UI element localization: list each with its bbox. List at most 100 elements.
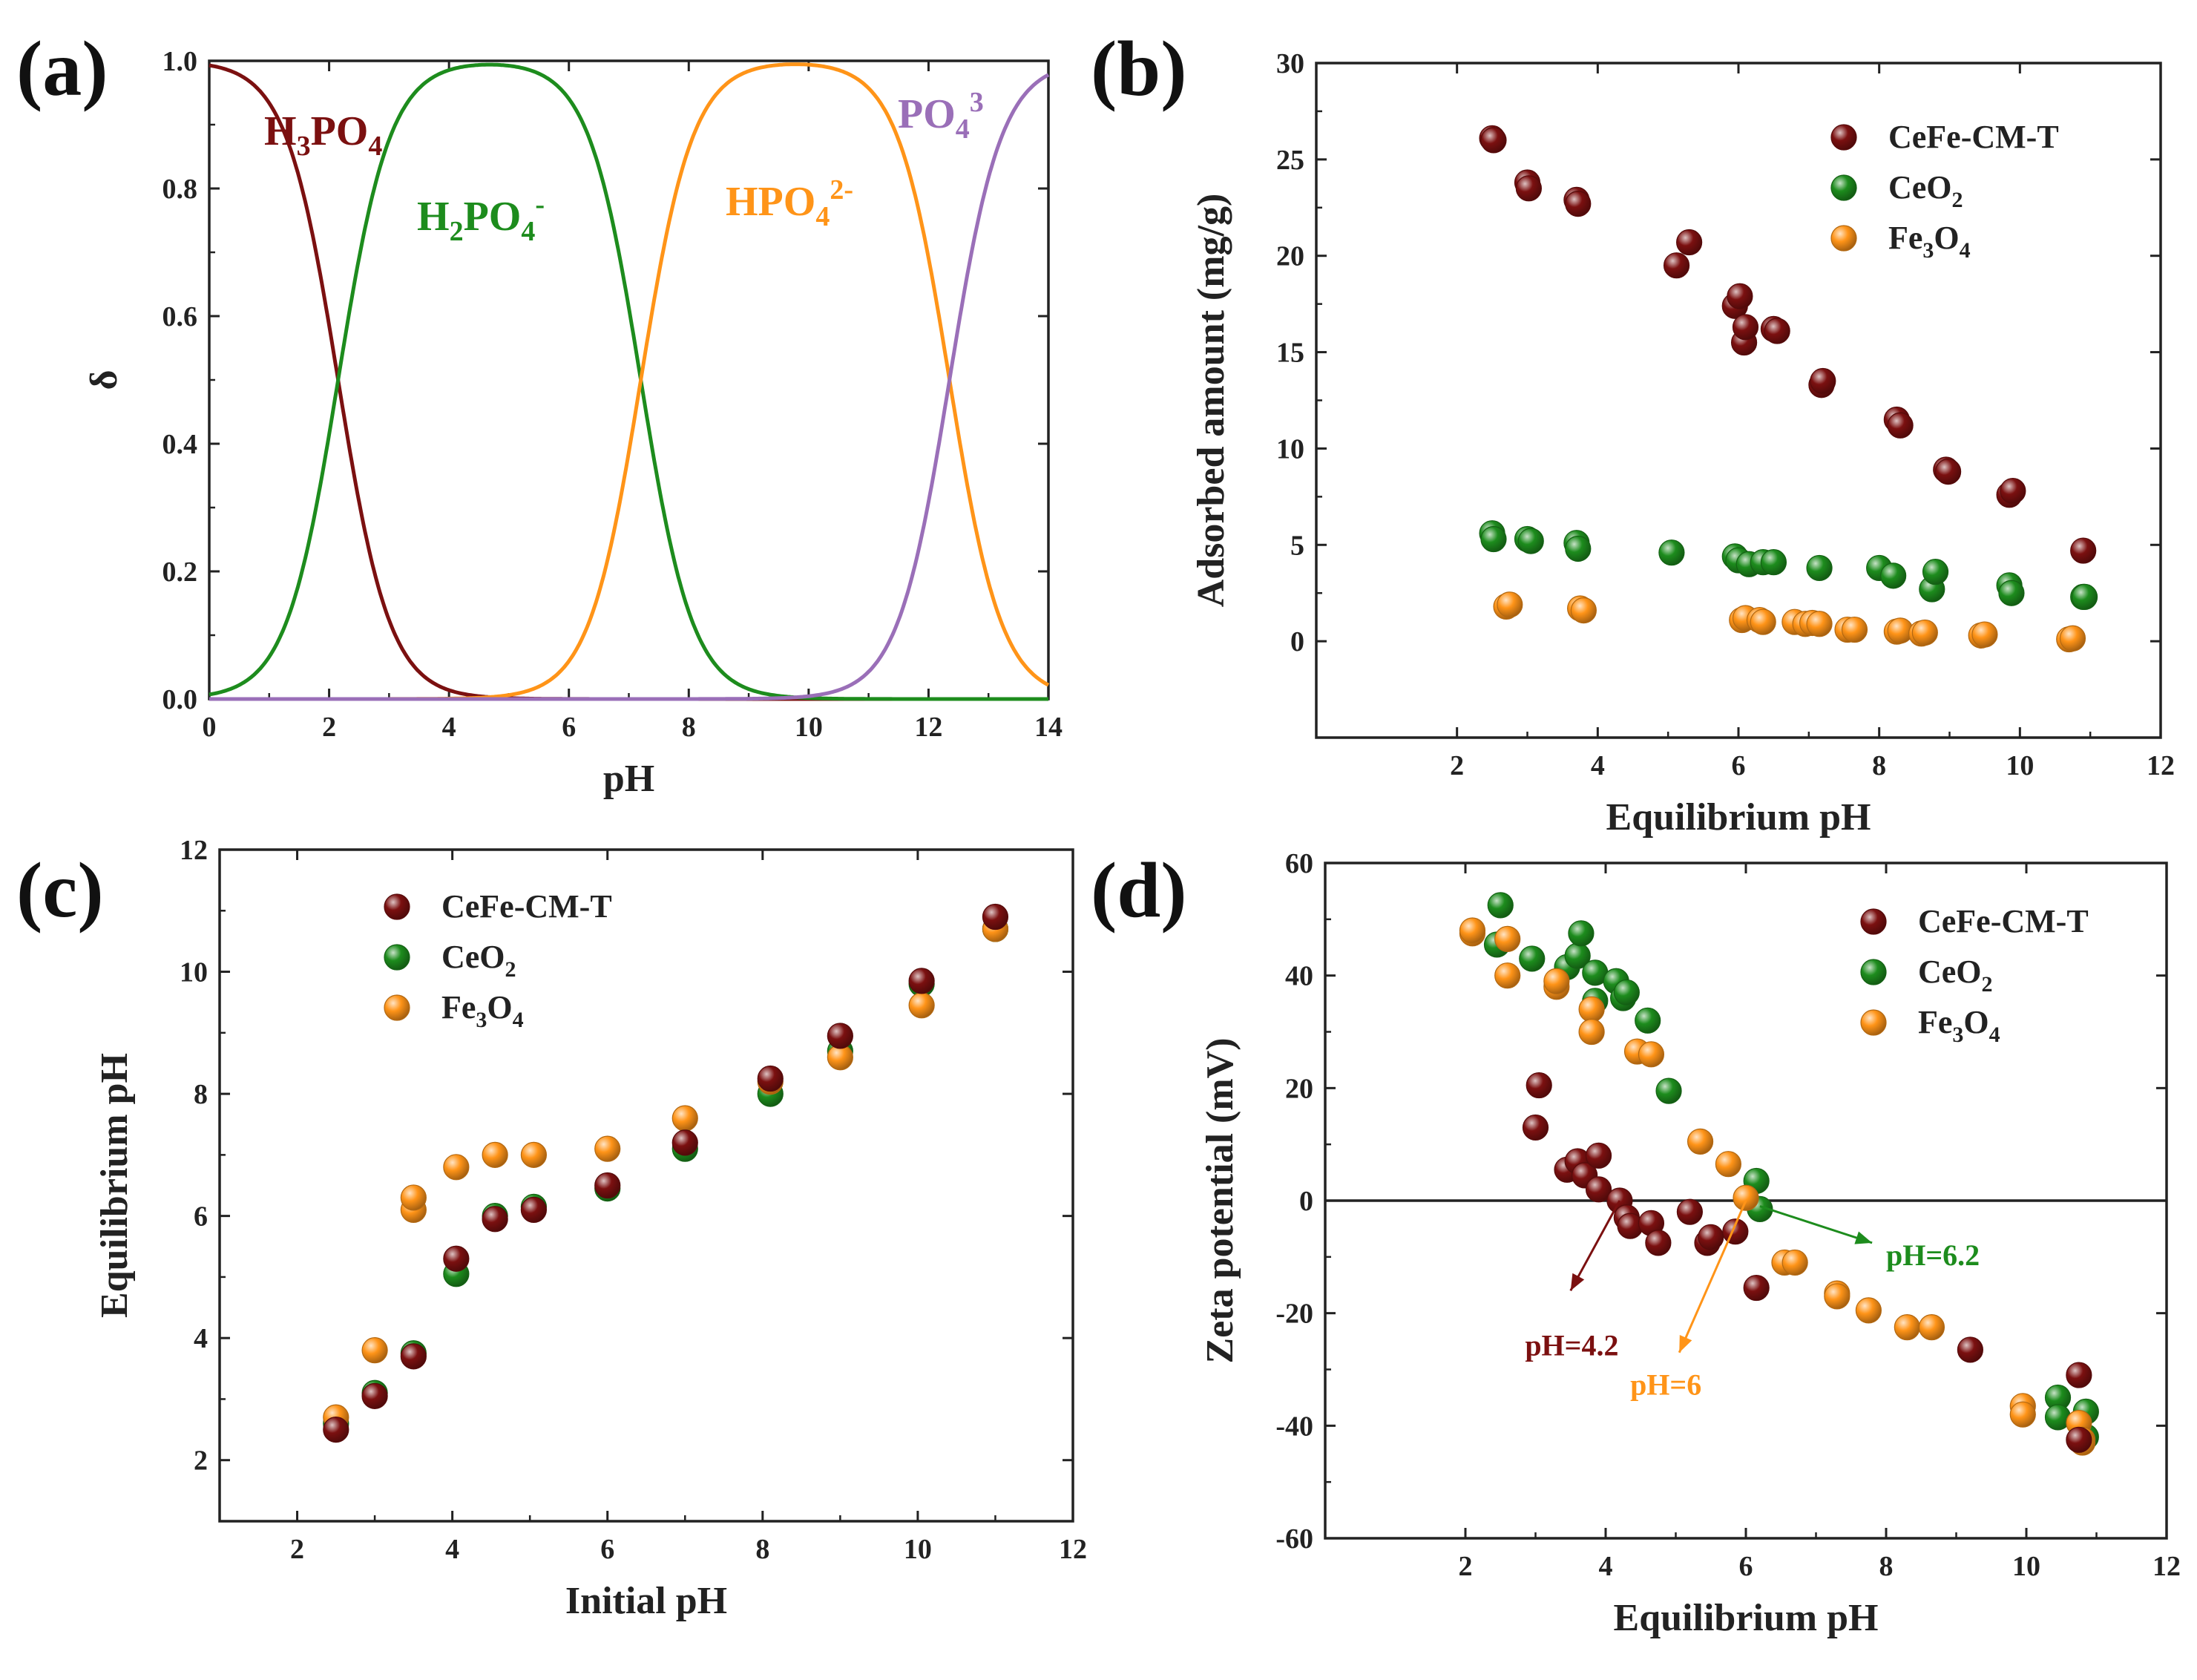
x-axis-label: pH <box>603 758 654 800</box>
legend-subscript: 2 <box>505 957 516 982</box>
y-tick-label: 0.6 <box>162 301 198 332</box>
legend-text-main: Fe <box>1918 1004 1952 1040</box>
data-point <box>1841 616 1868 643</box>
data-point <box>384 893 410 920</box>
annotation-arrowhead <box>1854 1231 1873 1244</box>
legend: CeFe-CM-T CeO2 Fe3O4 <box>384 888 612 1032</box>
y-tick-label: 1.0 <box>162 46 198 77</box>
data-point <box>1526 1072 1552 1099</box>
data-point <box>384 994 410 1021</box>
data-point <box>1727 283 1753 309</box>
x-tick-label: 6 <box>562 712 576 743</box>
legend-text-main: Fe <box>441 989 476 1026</box>
legend-text-main: CeO <box>441 939 505 975</box>
data-point <box>361 1382 388 1409</box>
legend-subscript: 4 <box>1989 1023 2000 1047</box>
legend-entry: CeO2 <box>1888 169 1963 212</box>
species-subscript: 4 <box>815 201 830 232</box>
plot-frame <box>1315 62 2162 739</box>
data-point <box>1676 229 1703 256</box>
data-point <box>1459 917 1486 944</box>
annotation-arrow <box>1678 1200 1747 1353</box>
data-point <box>1515 175 1542 202</box>
legend-subscript: 4 <box>1960 238 1971 263</box>
x-tick-label: 2 <box>1459 1551 1473 1582</box>
species-superscript: 2- <box>830 174 853 206</box>
y-tick-label: 40 <box>1285 961 1313 992</box>
x-tick-label: 6 <box>1732 750 1746 781</box>
series-ceo2 <box>1479 520 2098 611</box>
legend-subscript: 4 <box>513 1008 524 1032</box>
data-point <box>482 1141 508 1168</box>
x-tick-label: 12 <box>914 712 942 743</box>
panel-label: (b) <box>1091 25 1187 112</box>
data-point <box>1824 1283 1850 1310</box>
y-axis-label: Zeta potential (mV) <box>1199 1037 1241 1363</box>
data-point <box>908 968 935 994</box>
data-point <box>982 903 1009 931</box>
y-axis-label: δ <box>83 370 125 390</box>
y-tick-label: 5 <box>1290 530 1304 561</box>
curve-po4-3- <box>209 73 1050 701</box>
data-point <box>1750 608 1776 635</box>
y-axis-label: Adsorbed amount (mg/g) <box>1190 194 1232 608</box>
legend-subscript: 2 <box>1982 972 1993 997</box>
data-point <box>1663 252 1690 279</box>
data-point <box>671 1105 698 1132</box>
panel-label: (a) <box>16 25 108 112</box>
y-tick-label: 10 <box>1276 433 1304 465</box>
x-tick-label: 0 <box>203 712 217 743</box>
y-tick-label: 0 <box>1299 1186 1313 1217</box>
curve-h2po4- <box>208 62 1048 701</box>
data-point <box>1911 619 1938 646</box>
data-point <box>1585 1142 1612 1169</box>
y-tick-label: -40 <box>1275 1411 1313 1442</box>
data-point <box>1585 1176 1612 1203</box>
x-tick-label: 2 <box>1450 750 1464 781</box>
data-point <box>1733 1184 1759 1211</box>
data-point <box>1645 1230 1672 1256</box>
y-axis-label: Equilibrium pH <box>93 1053 136 1318</box>
legend-text-main: CeFe-CM-T <box>1918 903 2089 939</box>
x-tick-label: 4 <box>445 1534 459 1565</box>
series-cefe-cm-t <box>323 903 1009 1443</box>
data-point <box>1570 597 1597 624</box>
legend-entry: CeFe-CM-T <box>1918 903 2089 939</box>
legend-subscript: 3 <box>1922 238 1934 263</box>
data-point <box>827 1023 853 1049</box>
legend-entry: Fe3O4 <box>1918 1004 2000 1047</box>
data-point <box>2009 1401 2036 1428</box>
y-tick-label: 20 <box>1276 241 1304 272</box>
legend-text-main: CeO <box>1918 954 1982 990</box>
species-superscript: - <box>535 189 545 220</box>
data-point <box>482 1206 508 1233</box>
y-tick-label: 0.0 <box>162 684 198 715</box>
data-point <box>1676 1198 1703 1225</box>
x-axis-label: Initial pH <box>565 1580 727 1622</box>
annotation-arrowhead <box>1570 1273 1585 1291</box>
species-subscript: 4 <box>368 131 382 162</box>
x-tick-label: 4 <box>1591 750 1605 781</box>
data-point <box>1732 314 1759 341</box>
data-point <box>1687 1128 1714 1155</box>
y-tick-label: 30 <box>1276 48 1304 79</box>
species-superscript: 3 <box>970 87 984 118</box>
data-point <box>1957 1336 1983 1363</box>
x-tick-label: 10 <box>795 712 823 743</box>
data-point <box>2070 537 2097 564</box>
legend-subscript: 3 <box>1952 1023 1963 1047</box>
data-point <box>1998 580 2025 606</box>
panel-c: 2 4 6 8 10 12 2 4 6 8 10 12 Initial pH Equilibrium pH… <box>93 835 1087 1622</box>
species-subscript: 2 <box>450 216 464 247</box>
panel-label: (c) <box>16 847 104 933</box>
x-tick-label: 8 <box>682 712 696 743</box>
species-label: H3PO4 <box>264 108 382 162</box>
data-point <box>2059 625 2086 652</box>
y-tick-label: 0.4 <box>162 429 198 460</box>
y-tick-label: 15 <box>1276 338 1304 369</box>
data-point <box>1806 611 1833 637</box>
data-point <box>1487 892 1514 919</box>
data-point <box>1543 968 1570 994</box>
x-tick-label: 10 <box>2012 1551 2040 1582</box>
